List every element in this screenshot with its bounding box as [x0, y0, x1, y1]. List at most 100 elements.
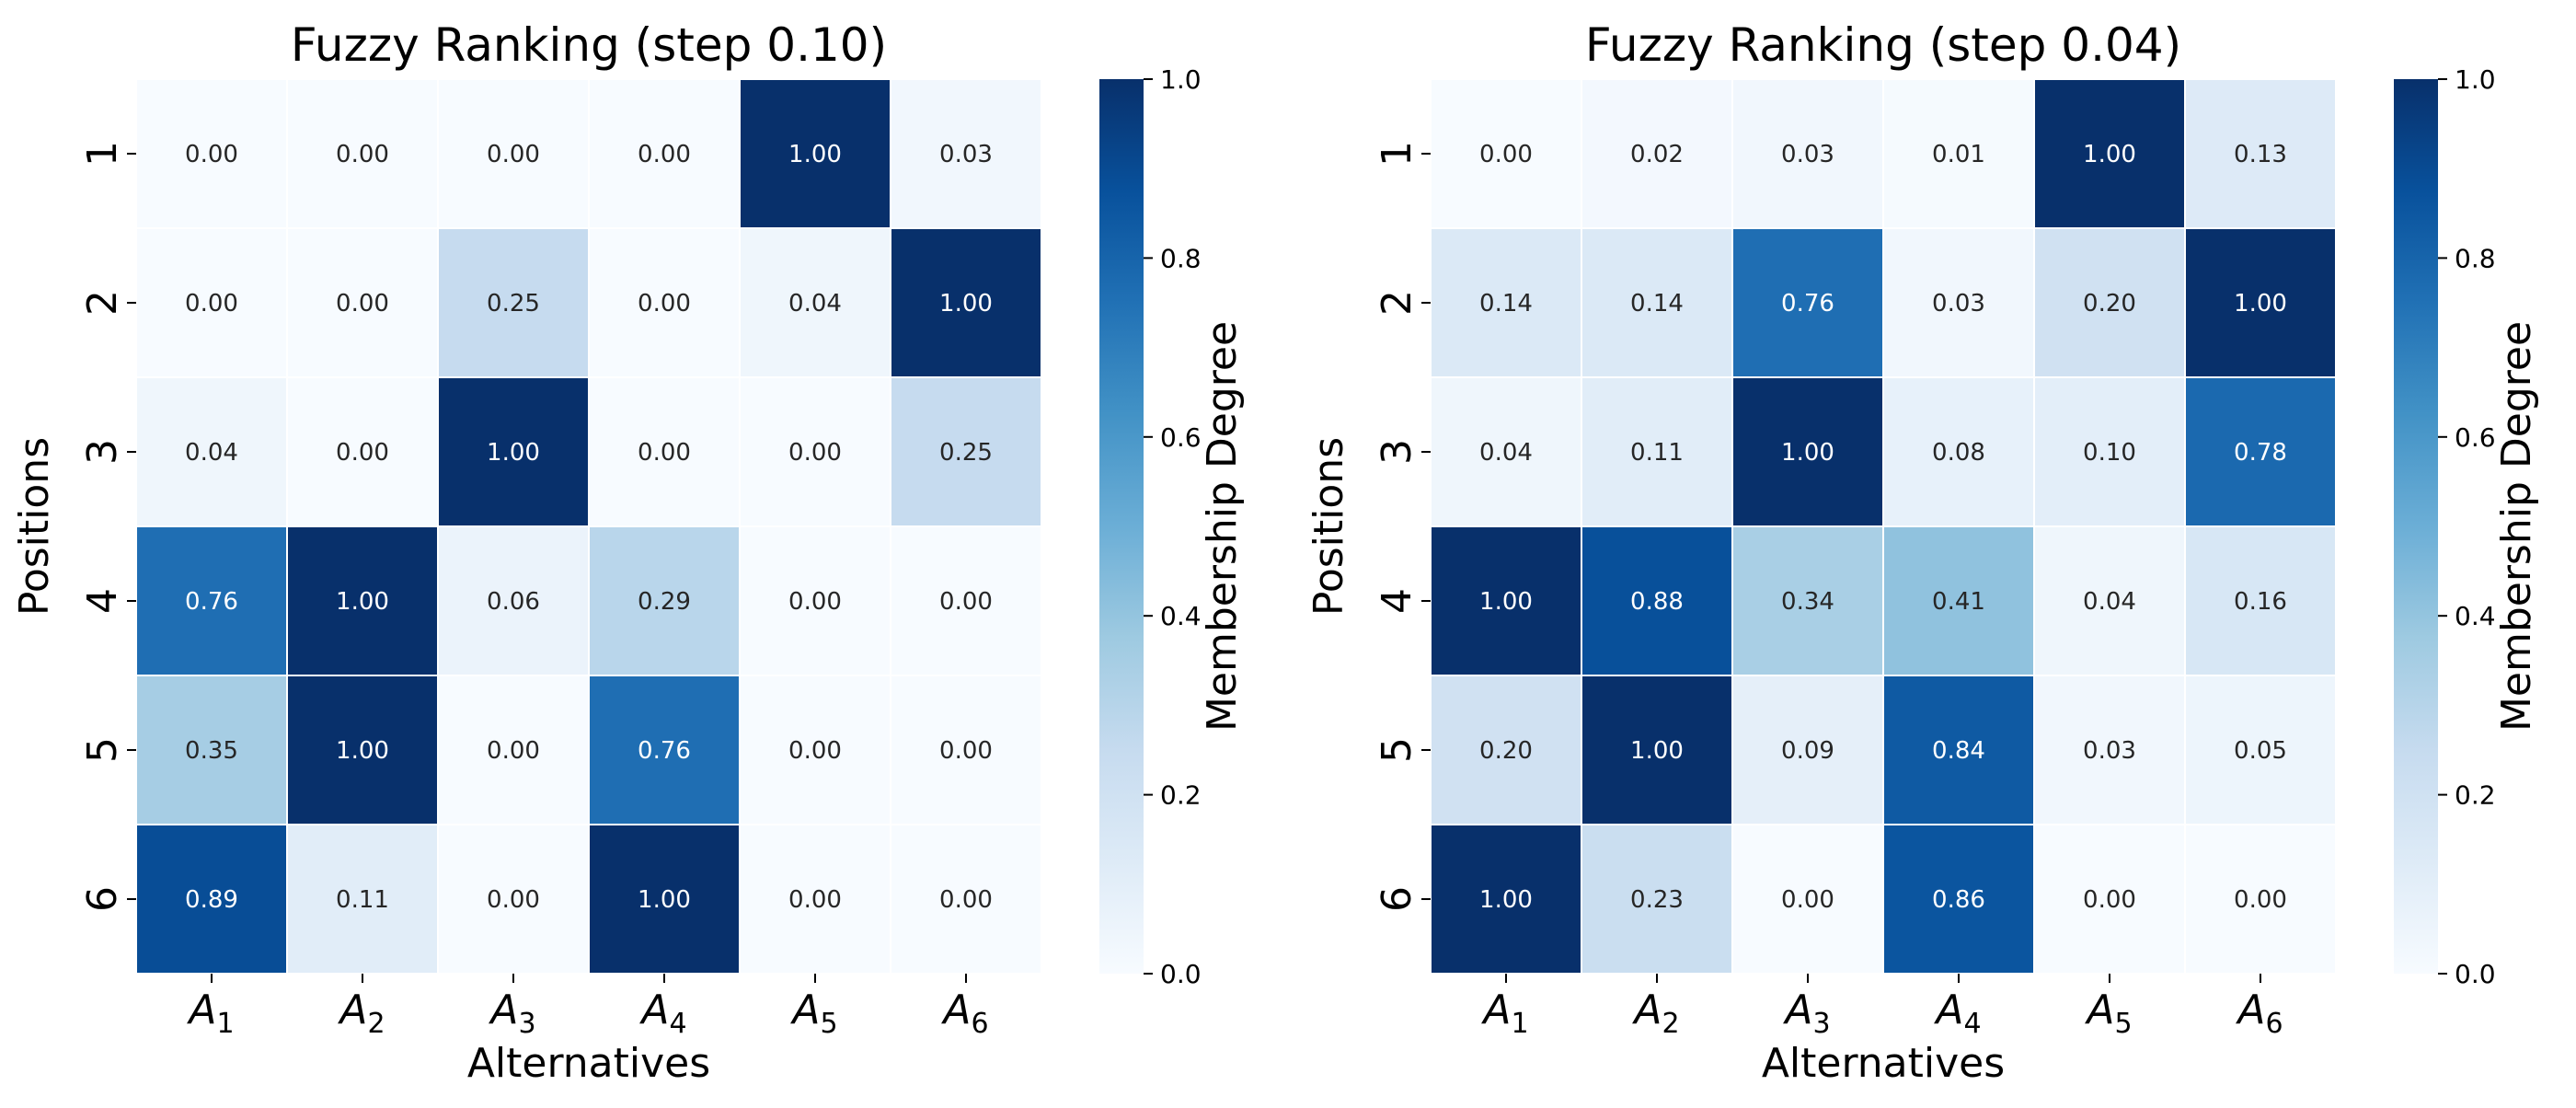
cell-value-label: 1.00	[336, 737, 389, 765]
x-tick-label: A1	[186, 987, 234, 1040]
heatmap-cell	[437, 78, 590, 229]
colorbar-tick-label: 0.0	[2455, 959, 2496, 989]
cell-value-label: 0.14	[1479, 290, 1533, 317]
cell-value-label: 0.00	[1479, 141, 1533, 168]
cell-value-label: 1.00	[788, 141, 842, 168]
heatmap-cell	[739, 675, 891, 825]
y-tick-label: 5	[79, 737, 126, 763]
heatmap-cell	[890, 675, 1042, 825]
colorbar-tick-label: 0.2	[2455, 780, 2496, 811]
heatmap-cell	[588, 525, 741, 676]
heatmap-cell	[890, 227, 1042, 378]
heatmap-panel-2: 0.00 0.02 0.03 0.01 1.00 0.130.14 0.14 0.76 0.03…	[1305, 18, 2540, 1087]
cell-value-label: 0.00	[185, 141, 238, 168]
y-tick-label: 1	[79, 141, 126, 167]
cell-value-label: 0.00	[638, 439, 691, 467]
cell-value-label: 0.01	[1932, 141, 1985, 168]
y-tick-label: 1	[1374, 141, 1420, 167]
cell-value-label: 0.86	[1932, 886, 1985, 914]
colorbar-tick-label: 0.6	[1160, 422, 1202, 453]
cell-value-label: 0.00	[1781, 886, 1834, 914]
x-tick-label: A5	[2084, 987, 2132, 1040]
cell-value-label: 0.09	[1781, 737, 1834, 765]
cell-value-label: 0.00	[638, 141, 691, 168]
heatmap-cell	[890, 78, 1042, 229]
heatmap-cell	[1581, 824, 1733, 975]
y-tick-label: 3	[79, 439, 126, 465]
heatmap-cell	[2033, 78, 2186, 229]
colorbar-tick-label: 0.8	[2455, 243, 2496, 273]
x-tick-label: A2	[337, 987, 385, 1040]
cell-value-label: 1.00	[1781, 439, 1834, 467]
x-tick-label: A3	[488, 987, 535, 1040]
cell-value-label: 1.00	[487, 439, 540, 467]
x-tick-label: A4	[1933, 987, 1981, 1040]
x-tick-label: A1	[1480, 987, 1528, 1040]
y-tick-label: 4	[79, 588, 126, 614]
cell-value-label: 0.00	[2083, 886, 2136, 914]
y-tick-label: 2	[79, 290, 126, 316]
heatmap-cell	[437, 525, 590, 676]
cell-value-label: 1.00	[1630, 737, 1684, 765]
cell-value-label: 0.00	[939, 588, 993, 616]
cell-value-label: 0.00	[336, 439, 389, 467]
colorbar-tick-label: 1.0	[1160, 64, 1202, 95]
colorbar-tick-label: 0.4	[2455, 601, 2496, 631]
heatmap-cell	[286, 376, 439, 527]
cell-value-label: 0.03	[939, 141, 993, 168]
cell-value-label: 0.00	[788, 737, 842, 765]
x-axis-label: Alternatives	[1762, 1040, 2005, 1087]
heatmap-cell	[2033, 227, 2186, 378]
x-axis-label: Alternatives	[467, 1040, 710, 1087]
cell-value-label: 0.35	[185, 737, 238, 765]
cell-value-label: 0.03	[2083, 737, 2136, 765]
cell-value-label: 1.00	[939, 290, 993, 317]
cell-value-label: 0.76	[185, 588, 238, 616]
cell-value-label: 1.00	[638, 886, 691, 914]
heatmap-cell	[135, 675, 288, 825]
cell-value-label: 0.23	[1630, 886, 1684, 914]
heatmap-cell	[1731, 675, 1884, 825]
cell-value-label: 0.11	[336, 886, 389, 914]
cell-value-label: 0.20	[2083, 290, 2136, 317]
heatmap-cell	[1430, 227, 1582, 378]
heatmap-cell	[135, 824, 288, 975]
heatmap-cell	[286, 227, 439, 378]
cell-value-label: 0.03	[1781, 141, 1834, 168]
cell-value-label: 0.84	[1932, 737, 1985, 765]
cell-value-label: 1.00	[2234, 290, 2287, 317]
y-tick-label: 6	[79, 886, 126, 912]
cell-value-label: 0.00	[2234, 886, 2287, 914]
cell-value-label: 0.00	[185, 290, 238, 317]
cell-value-label: 0.29	[638, 588, 691, 616]
cell-value-label: 0.00	[487, 141, 540, 168]
heatmap-cell	[135, 78, 288, 229]
cell-value-label: 0.20	[1479, 737, 1533, 765]
cell-value-label: 0.13	[2234, 141, 2287, 168]
heatmap-cell	[286, 525, 439, 676]
cell-value-label: 0.88	[1630, 588, 1684, 616]
cell-value-label: 0.00	[336, 141, 389, 168]
cell-value-label: 0.78	[2234, 439, 2287, 467]
cell-value-label: 0.10	[2083, 439, 2136, 467]
x-tick-label: A5	[789, 987, 837, 1040]
heatmap-cell	[2184, 525, 2337, 676]
heatmap-cell	[739, 824, 891, 975]
heatmap-cell	[1731, 227, 1884, 378]
y-tick-label: 5	[1374, 737, 1420, 763]
heatmap-cell	[588, 376, 741, 527]
colorbar-tick-label: 1.0	[2455, 64, 2496, 95]
heatmap-cell	[1731, 824, 1884, 975]
cell-value-label: 0.04	[185, 439, 238, 467]
y-tick-label: 3	[1374, 439, 1420, 465]
y-tick-label: 6	[1374, 886, 1420, 912]
x-tick-label: A3	[1782, 987, 1830, 1040]
cell-value-label: 0.04	[788, 290, 842, 317]
y-axis-label: Positions	[1305, 437, 1352, 616]
cell-value-label: 1.00	[1479, 886, 1533, 914]
cell-value-label: 0.89	[185, 886, 238, 914]
x-tick-label: A6	[940, 987, 988, 1040]
cell-value-label: 0.00	[939, 886, 993, 914]
